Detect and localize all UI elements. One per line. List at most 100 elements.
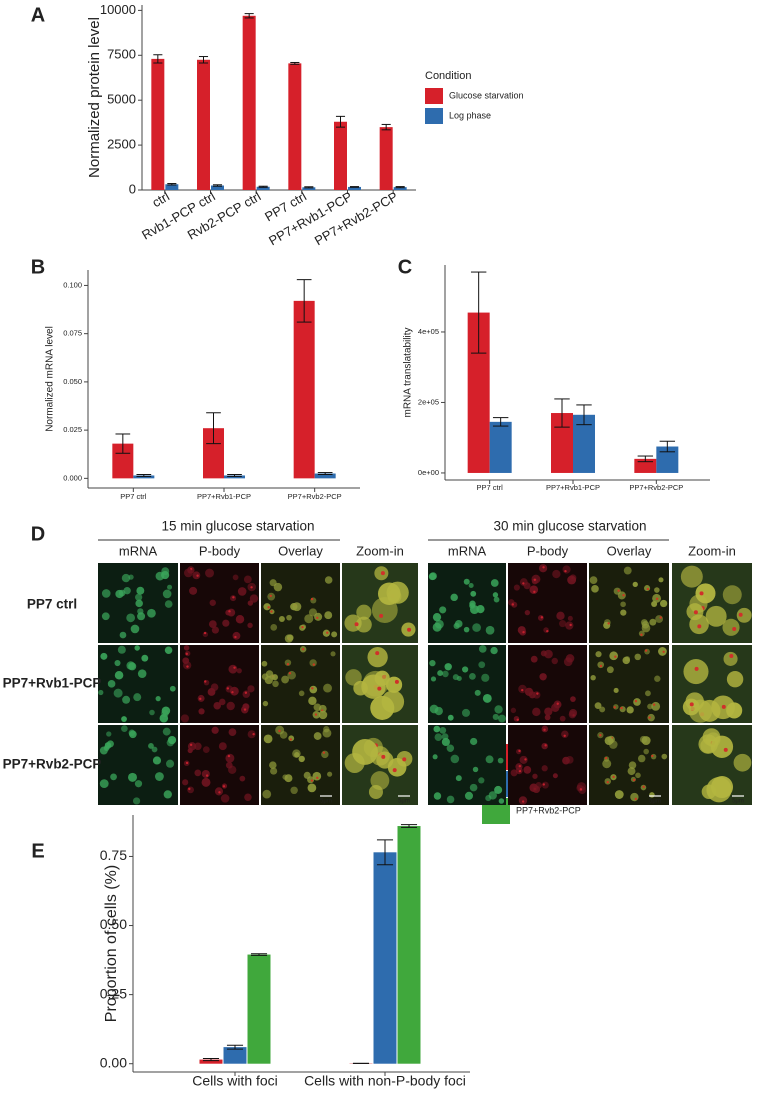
focus bbox=[652, 703, 656, 706]
cell bbox=[532, 707, 541, 717]
cell bbox=[270, 767, 278, 775]
focus bbox=[269, 594, 272, 598]
cell bbox=[201, 777, 211, 787]
bar bbox=[211, 185, 224, 190]
cell bbox=[552, 773, 558, 779]
cell bbox=[494, 785, 503, 794]
cell bbox=[134, 645, 140, 651]
cell bbox=[559, 619, 567, 628]
cell bbox=[450, 754, 460, 764]
bar bbox=[288, 63, 302, 190]
cell bbox=[551, 657, 558, 665]
x-tick-label: PP7+Rvb2-PCP bbox=[288, 492, 342, 501]
cell bbox=[463, 626, 470, 633]
cell bbox=[210, 683, 219, 691]
cell bbox=[154, 772, 164, 781]
bar bbox=[379, 127, 393, 190]
bar bbox=[656, 446, 679, 473]
cell bbox=[695, 583, 716, 604]
focus bbox=[732, 626, 737, 631]
cell bbox=[447, 714, 454, 721]
cell bbox=[101, 612, 110, 621]
focus bbox=[662, 650, 665, 653]
cell bbox=[126, 613, 136, 623]
focus bbox=[270, 610, 273, 613]
focus bbox=[721, 704, 726, 709]
cell bbox=[344, 614, 362, 632]
cell bbox=[567, 615, 573, 621]
legend-title: Condition bbox=[425, 70, 471, 82]
cell bbox=[269, 761, 277, 769]
focus bbox=[542, 783, 546, 786]
cell bbox=[189, 586, 198, 595]
cell bbox=[213, 701, 221, 710]
focus bbox=[640, 633, 643, 636]
y-tick-label: 0.050 bbox=[63, 377, 82, 386]
cell bbox=[433, 792, 442, 800]
microscopy-tile bbox=[589, 563, 669, 643]
cell bbox=[279, 731, 288, 739]
cell bbox=[130, 624, 140, 634]
cell bbox=[643, 748, 649, 755]
cell bbox=[294, 752, 300, 758]
cell bbox=[654, 675, 661, 682]
cell bbox=[510, 769, 518, 777]
focus bbox=[521, 800, 525, 803]
cell bbox=[464, 791, 474, 800]
cell bbox=[194, 769, 202, 777]
cell bbox=[352, 739, 378, 765]
y-axis-label: mRNA translatability bbox=[403, 327, 414, 417]
y-axis-label: Normalized protein level bbox=[86, 17, 103, 178]
cell bbox=[121, 725, 128, 732]
cell bbox=[428, 572, 437, 581]
x-tick-label: PP7+Rvb1-PCP bbox=[197, 492, 251, 501]
cell bbox=[649, 618, 657, 626]
cell bbox=[309, 685, 318, 694]
cell bbox=[591, 585, 599, 593]
focus bbox=[392, 768, 397, 773]
bar bbox=[197, 59, 210, 190]
cell bbox=[122, 695, 131, 704]
cell bbox=[645, 690, 651, 697]
cell bbox=[569, 709, 578, 717]
focus bbox=[244, 691, 248, 694]
y-tick-label: 0e+00 bbox=[418, 468, 439, 477]
cell bbox=[614, 790, 624, 799]
bar bbox=[112, 443, 134, 479]
cell bbox=[243, 575, 252, 584]
cell bbox=[324, 576, 333, 584]
cell bbox=[313, 732, 322, 740]
cell bbox=[265, 670, 274, 678]
cell bbox=[123, 587, 131, 595]
cell bbox=[597, 661, 605, 669]
focus bbox=[579, 788, 583, 791]
legend-label: PP7+Rvb2-PCP bbox=[516, 805, 581, 815]
row-label: PP7 ctrl bbox=[27, 597, 77, 612]
focus bbox=[546, 629, 549, 633]
focus bbox=[738, 612, 743, 617]
bar bbox=[256, 186, 270, 190]
cell bbox=[570, 696, 576, 702]
cell bbox=[132, 797, 141, 805]
focus bbox=[569, 623, 572, 627]
column-label: mRNA bbox=[448, 543, 487, 558]
focus bbox=[522, 582, 525, 585]
cell bbox=[133, 693, 142, 702]
cell bbox=[523, 766, 532, 774]
focus bbox=[394, 679, 399, 684]
focus bbox=[533, 590, 536, 594]
cell bbox=[249, 594, 259, 603]
focus bbox=[599, 734, 602, 737]
cell bbox=[589, 576, 598, 585]
focus bbox=[250, 586, 253, 589]
cell bbox=[198, 708, 205, 715]
focus bbox=[564, 569, 567, 573]
y-axis-label: Proportion of cells (%) bbox=[103, 865, 120, 1022]
cell bbox=[628, 761, 637, 769]
focus bbox=[402, 757, 407, 762]
x-tick-label: PP7+Rvb1-PCP bbox=[546, 483, 600, 492]
cell bbox=[455, 775, 462, 782]
focus bbox=[522, 630, 525, 634]
legend-label: Glucose starvation bbox=[449, 90, 524, 100]
